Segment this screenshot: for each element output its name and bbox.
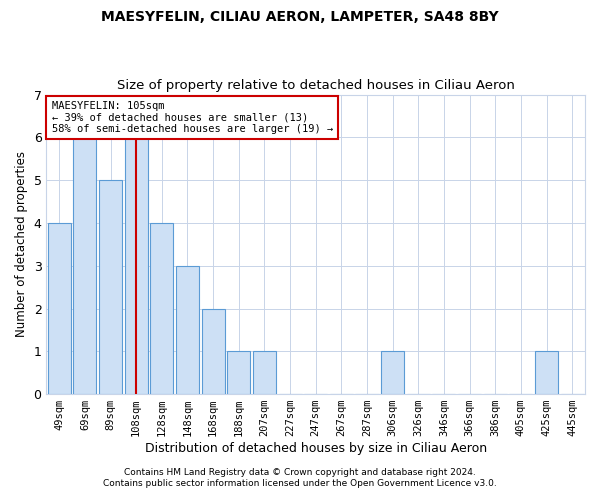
Bar: [381, 352, 404, 394]
Bar: [99, 180, 122, 394]
X-axis label: Distribution of detached houses by size in Ciliau Aeron: Distribution of detached houses by size …: [145, 442, 487, 455]
Bar: [150, 223, 173, 394]
Bar: [227, 352, 250, 394]
Bar: [176, 266, 199, 394]
Text: MAESYFELIN, CILIAU AERON, LAMPETER, SA48 8BY: MAESYFELIN, CILIAU AERON, LAMPETER, SA48…: [101, 10, 499, 24]
Title: Size of property relative to detached houses in Ciliau Aeron: Size of property relative to detached ho…: [117, 79, 515, 92]
Bar: [47, 223, 71, 394]
Bar: [73, 138, 97, 394]
Y-axis label: Number of detached properties: Number of detached properties: [15, 152, 28, 338]
Bar: [125, 138, 148, 394]
Text: Contains HM Land Registry data © Crown copyright and database right 2024.
Contai: Contains HM Land Registry data © Crown c…: [103, 468, 497, 487]
Text: MAESYFELIN: 105sqm
← 39% of detached houses are smaller (13)
58% of semi-detache: MAESYFELIN: 105sqm ← 39% of detached hou…: [52, 101, 333, 134]
Bar: [202, 308, 224, 394]
Bar: [253, 352, 276, 394]
Bar: [535, 352, 558, 394]
